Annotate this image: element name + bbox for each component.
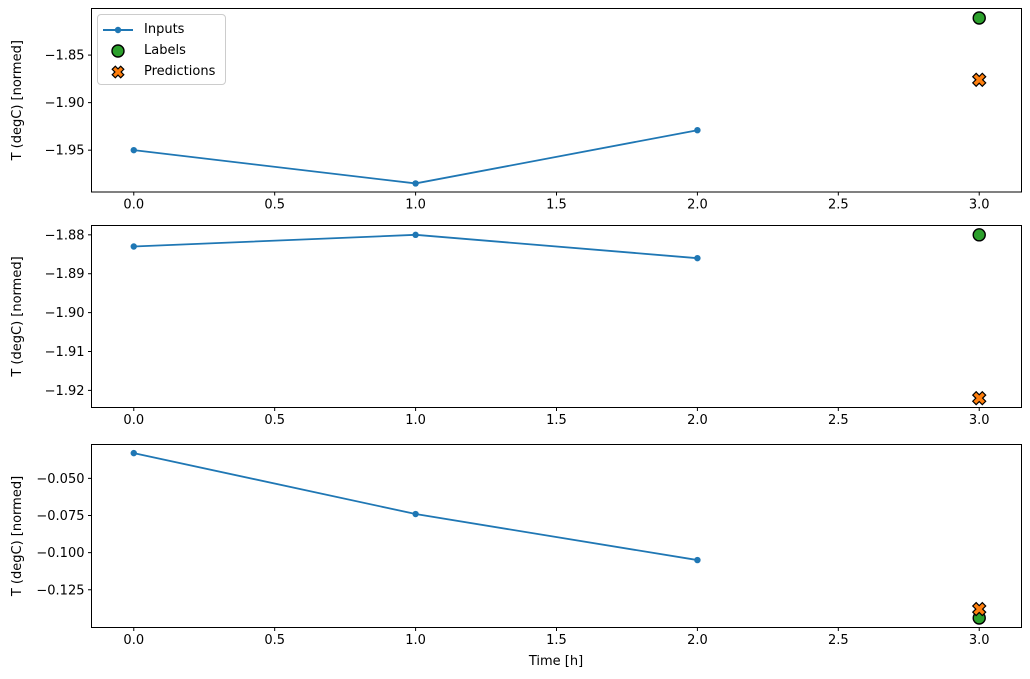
y-tick-label: −1.90	[45, 96, 85, 111]
x-tick-label: 2.5	[828, 413, 849, 428]
legend-item-label: Inputs	[144, 22, 185, 37]
labels-point	[972, 11, 986, 25]
predictions-x-icon	[98, 64, 138, 80]
inputs-series-point	[412, 510, 419, 518]
subplot-3: 0.0 0.5 1.0 1.5 2.0 2.5 3.0 −0.050 −0.075 −0.100 −…	[10, 444, 1022, 648]
x-tick-label: 0.5	[264, 198, 285, 213]
y-axis-label: T (degC) [normed]	[10, 476, 25, 597]
y-tick-label: −1.91	[45, 345, 85, 360]
x-tick-label: 1.5	[546, 413, 567, 428]
inputs-series-point	[130, 243, 137, 250]
axes-frame	[91, 8, 1022, 193]
legend: Inputs Labels Predictions	[97, 14, 226, 85]
inputs-series-point	[694, 254, 701, 262]
labels-point	[972, 228, 986, 242]
x-tick-label: 2.0	[687, 413, 708, 428]
inputs-series-line	[133, 452, 698, 561]
x-tick-label: 0.5	[264, 633, 285, 648]
predictions-point	[971, 72, 987, 88]
subplot-2: 0.0 0.5 1.0 1.5 2.0 2.5 3.0 −1.88 −1.89 −1.90 −1.9…	[10, 225, 1022, 428]
axes-frame	[91, 225, 1022, 408]
y-tick-label: −1.92	[45, 384, 85, 399]
axes-frame	[91, 444, 1022, 628]
inputs-series-point	[694, 126, 701, 134]
x-tick-label: 3.0	[969, 198, 990, 213]
y-tick-label: −1.95	[45, 144, 85, 159]
legend-item-label: Labels	[144, 43, 186, 58]
x-tick-label: 2.5	[828, 198, 849, 213]
inputs-series-point	[412, 231, 419, 239]
legend-item-labels: Labels	[98, 40, 225, 61]
subplot-1: 0.0 0.5 1.0 1.5 2.0 2.5 3.0 −1.85 −1.90 −1.95 T (d…	[10, 8, 1022, 213]
x-tick-label: 2.5	[828, 633, 849, 648]
x-tick-label: 3.0	[969, 633, 990, 648]
x-tick-label: 0.0	[123, 198, 144, 213]
predictions-point	[971, 390, 987, 406]
y-tick-label: −1.88	[45, 228, 85, 243]
x-tick-label: 2.0	[687, 198, 708, 213]
x-tick-label: 1.0	[405, 413, 426, 428]
x-tick-label: 1.5	[546, 198, 567, 213]
x-tick-label: 0.0	[123, 413, 144, 428]
x-axis-label: Time [h]	[528, 654, 584, 669]
x-tick-label: 1.0	[405, 198, 426, 213]
legend-item-inputs: Inputs	[98, 19, 225, 40]
y-tick-label: −0.125	[36, 583, 84, 598]
inputs-series-line	[133, 233, 698, 260]
y-axis-label: T (degC) [normed]	[10, 256, 25, 377]
y-tick-label: −1.89	[45, 267, 85, 282]
inputs-line-dot-icon	[98, 23, 138, 37]
x-tick-label: 1.0	[405, 633, 426, 648]
legend-item-label: Predictions	[144, 64, 216, 79]
inputs-series-point	[412, 180, 419, 187]
x-tick-label: 2.0	[687, 633, 708, 648]
y-tick-label: −1.85	[45, 49, 85, 64]
inputs-series-point	[694, 556, 701, 564]
y-tick-label: −1.90	[45, 306, 85, 321]
inputs-series-point	[130, 449, 137, 457]
y-tick-label: −0.100	[36, 546, 84, 561]
x-tick-label: 3.0	[969, 413, 990, 428]
y-axis-label: T (degC) [normed]	[10, 40, 25, 161]
x-tick-label: 1.5	[546, 633, 567, 648]
x-tick-label: 0.5	[264, 413, 285, 428]
legend-item-predictions: Predictions	[98, 61, 225, 82]
inputs-series-point	[130, 146, 137, 154]
y-tick-label: −0.050	[36, 472, 84, 487]
predictions-point	[971, 601, 987, 617]
y-tick-label: −0.075	[36, 509, 84, 524]
inputs-series-line	[133, 129, 698, 185]
x-tick-label: 0.0	[123, 633, 144, 648]
labels-circle-icon	[98, 43, 138, 59]
